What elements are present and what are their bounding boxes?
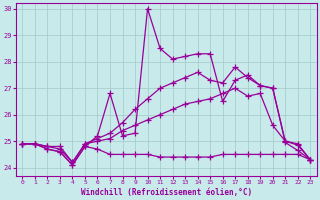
X-axis label: Windchill (Refroidissement éolien,°C): Windchill (Refroidissement éolien,°C)	[81, 188, 252, 197]
